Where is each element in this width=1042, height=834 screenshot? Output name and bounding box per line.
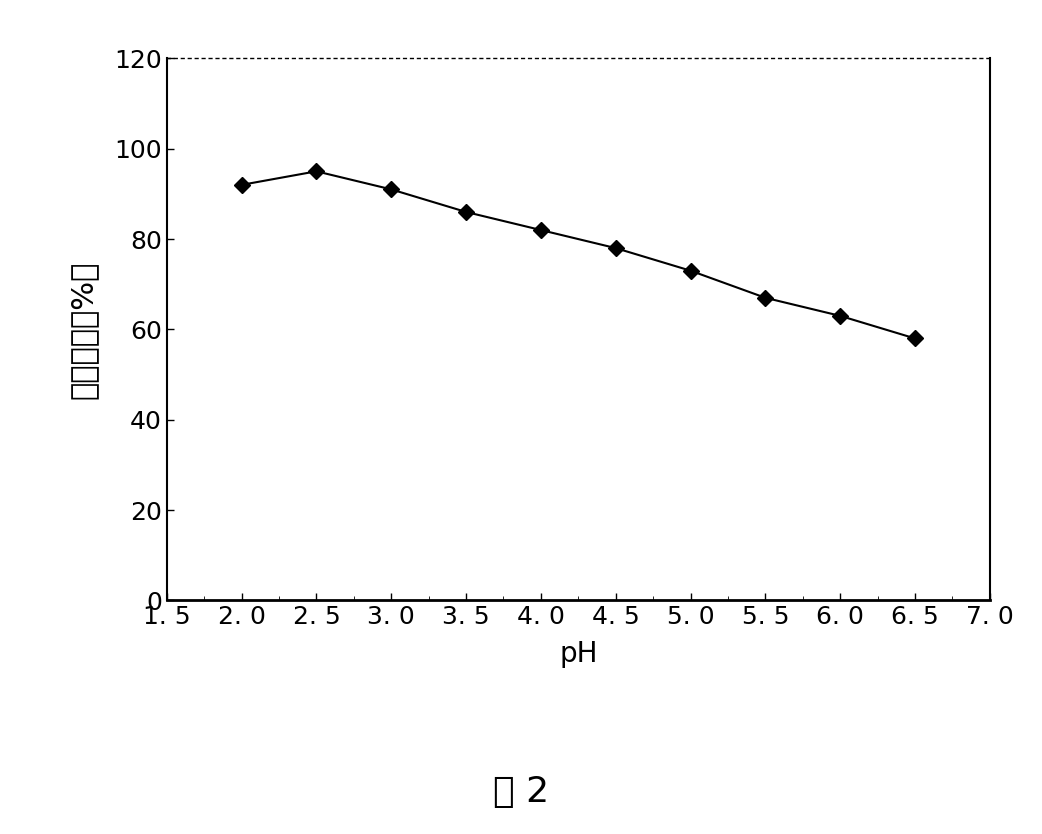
X-axis label: pH: pH (560, 641, 597, 669)
Text: 图 2: 图 2 (493, 776, 549, 809)
Y-axis label: 相对酶活（%）: 相对酶活（%） (69, 260, 98, 399)
